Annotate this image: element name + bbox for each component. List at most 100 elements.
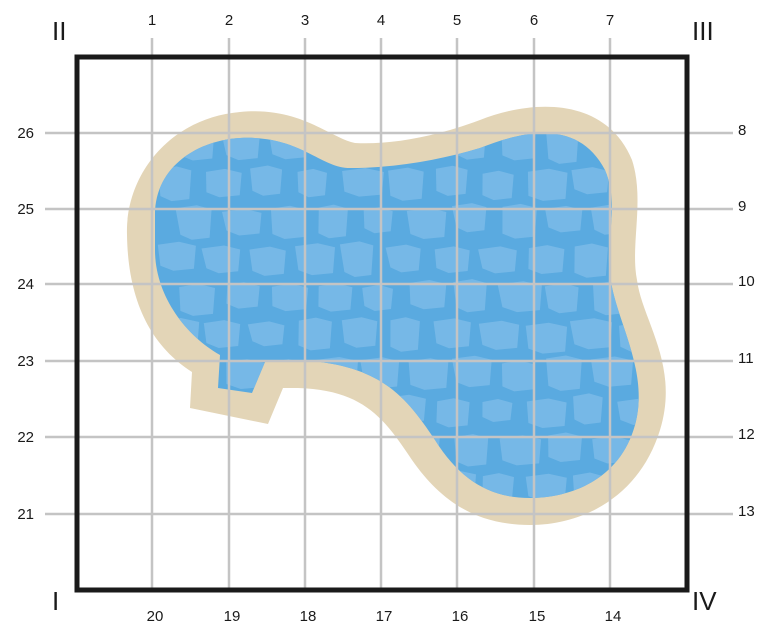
flagstone <box>342 168 384 197</box>
flagstone <box>617 398 639 425</box>
flagstone <box>454 434 489 467</box>
bottom-label: 17 <box>376 608 393 625</box>
flagstone <box>573 393 603 425</box>
flagstone <box>388 167 424 201</box>
corner-label-bottom-left: I <box>52 586 59 616</box>
flagstone <box>409 280 447 310</box>
top-label: 5 <box>453 12 461 29</box>
flagstone <box>525 473 567 498</box>
flagstone <box>221 133 260 161</box>
top-label: 7 <box>606 12 614 29</box>
flagstone <box>270 205 306 239</box>
flagstone <box>499 435 542 466</box>
flagstone <box>571 167 610 195</box>
top-label: 2 <box>225 12 233 29</box>
flagstone <box>526 398 567 428</box>
flagstone <box>548 432 582 462</box>
top-label: 3 <box>301 12 309 29</box>
flagstone <box>451 203 487 233</box>
right-label: 10 <box>738 273 755 290</box>
right-labels: 8 9 10 11 12 13 <box>738 122 755 520</box>
flagstone <box>247 471 286 498</box>
flagstone <box>339 241 374 277</box>
flagstone <box>295 243 335 276</box>
corner-label-bottom-right: IV <box>692 586 717 616</box>
top-label: 4 <box>377 12 385 29</box>
flagstone <box>637 281 639 310</box>
flagstone <box>270 434 302 463</box>
right-label: 12 <box>738 426 755 443</box>
flagstone <box>318 283 353 312</box>
flagstone <box>318 204 348 239</box>
flagstone <box>502 203 537 239</box>
flagstone <box>362 284 393 311</box>
flagstone <box>406 208 447 239</box>
flagstone <box>385 244 421 273</box>
flagstone <box>296 393 334 428</box>
flagstone <box>451 355 492 388</box>
flagstone <box>527 168 568 201</box>
top-labels: 1 2 3 4 5 6 7 <box>148 12 614 29</box>
grid-vertical-lines <box>150 38 612 590</box>
corner-label-top-right: III <box>692 16 714 46</box>
flagstone <box>497 281 542 313</box>
top-label: 6 <box>530 12 538 29</box>
left-label: 25 <box>17 201 34 218</box>
left-labels: 26 25 24 23 22 21 <box>17 125 34 523</box>
flagstone <box>156 473 198 498</box>
flagstone <box>206 168 242 198</box>
left-label: 22 <box>17 429 34 446</box>
flagstone <box>453 279 487 313</box>
left-label: 24 <box>17 276 34 293</box>
flagstone <box>206 469 236 498</box>
flagstone <box>249 246 286 276</box>
flagstone <box>482 170 514 201</box>
flagstone <box>226 359 266 389</box>
flagstone <box>390 469 424 498</box>
right-label: 8 <box>738 122 746 139</box>
flagstone <box>635 133 639 159</box>
left-label: 23 <box>17 353 34 370</box>
flagstone <box>478 320 520 350</box>
flagstone <box>525 322 568 354</box>
flagstone <box>157 241 196 271</box>
bottom-label: 16 <box>452 608 469 625</box>
left-label: 26 <box>17 125 34 142</box>
flagstone <box>201 245 241 274</box>
bottom-label: 19 <box>224 608 241 625</box>
bottom-label: 15 <box>529 608 546 625</box>
corner-label-top-left: II <box>52 16 66 46</box>
frame-border <box>74 54 690 593</box>
flagstone <box>175 205 212 240</box>
flagstone <box>590 356 634 387</box>
flagstone <box>390 317 420 352</box>
flagstone <box>434 246 470 273</box>
flagstone <box>341 317 378 348</box>
flagstone <box>545 205 583 233</box>
flagstone <box>574 243 608 278</box>
flagstone <box>363 207 393 234</box>
flagstone <box>250 165 283 196</box>
right-label: 11 <box>738 350 754 367</box>
flagstone <box>408 358 449 390</box>
flagstone <box>478 246 517 274</box>
flagstone <box>482 399 513 422</box>
bottom-label: 18 <box>300 608 317 625</box>
flagstone <box>433 318 471 349</box>
flagstone <box>528 245 565 274</box>
flagstone <box>179 435 216 462</box>
grid-horizontal-lines <box>45 131 733 516</box>
bottom-labels: 20 19 18 17 16 15 14 <box>147 608 622 625</box>
flagstone <box>546 355 582 391</box>
flagstone <box>314 433 353 468</box>
flagstone <box>179 284 215 316</box>
flagstone <box>298 317 332 351</box>
flagstone <box>501 360 535 392</box>
flagstone <box>435 165 468 196</box>
flagstone <box>203 320 241 348</box>
flagstone <box>222 208 262 236</box>
left-label: 21 <box>17 506 34 523</box>
flagstone <box>271 283 309 312</box>
bottom-label: 14 <box>605 608 622 625</box>
